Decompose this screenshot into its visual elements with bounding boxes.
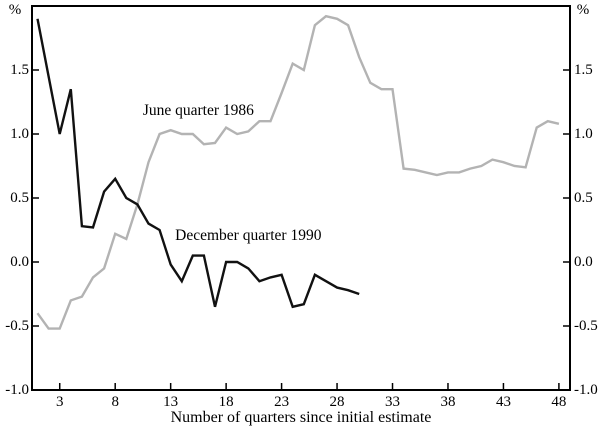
x-ticks [58, 383, 560, 390]
x-tick-label: 8 [111, 394, 119, 410]
y-tick-label-left: -1.0 [5, 382, 29, 398]
plot-frame [31, 5, 571, 391]
x-tick-label: 38 [440, 394, 456, 410]
y-tick-label-left: 0.0 [10, 254, 29, 270]
x-tick-label: 33 [385, 394, 400, 410]
y-tick-label-left: 0.5 [10, 190, 29, 206]
series-label-0: June quarter 1986 [142, 101, 254, 119]
y-ticks [32, 69, 570, 391]
series-line-1 [36, 18, 360, 309]
x-tick-label: 18 [218, 394, 234, 410]
y-axis-unit-left: % [8, 2, 22, 18]
x-tick-label: 3 [55, 394, 64, 410]
y-axis-unit-right: % [576, 2, 590, 18]
x-tick-label: 43 [495, 394, 511, 410]
y-tick-label-left: -0.5 [5, 318, 29, 334]
series-line-0 [36, 14, 560, 330]
y-tick-label-right: 1.0 [574, 126, 593, 142]
y-tick-label-right: 0.5 [574, 190, 593, 206]
y-tick-label-right: -0.5 [574, 318, 598, 334]
series-label-1: December quarter 1990 [175, 227, 322, 245]
y-tick-label-right: -1.0 [574, 382, 598, 398]
x-tick-label: 48 [551, 394, 567, 410]
x-tick-label: 23 [274, 394, 290, 410]
y-tick-label-left: 1.5 [10, 62, 29, 78]
y-tick-label-right: 1.5 [574, 62, 593, 78]
x-tick-label: 28 [329, 394, 345, 410]
y-tick-label-left: 1.0 [10, 126, 29, 142]
x-axis-title: Number of quarters since initial estimat… [170, 409, 432, 426]
x-tick-label: 13 [163, 394, 179, 410]
y-tick-label-right: 0.0 [574, 254, 593, 270]
